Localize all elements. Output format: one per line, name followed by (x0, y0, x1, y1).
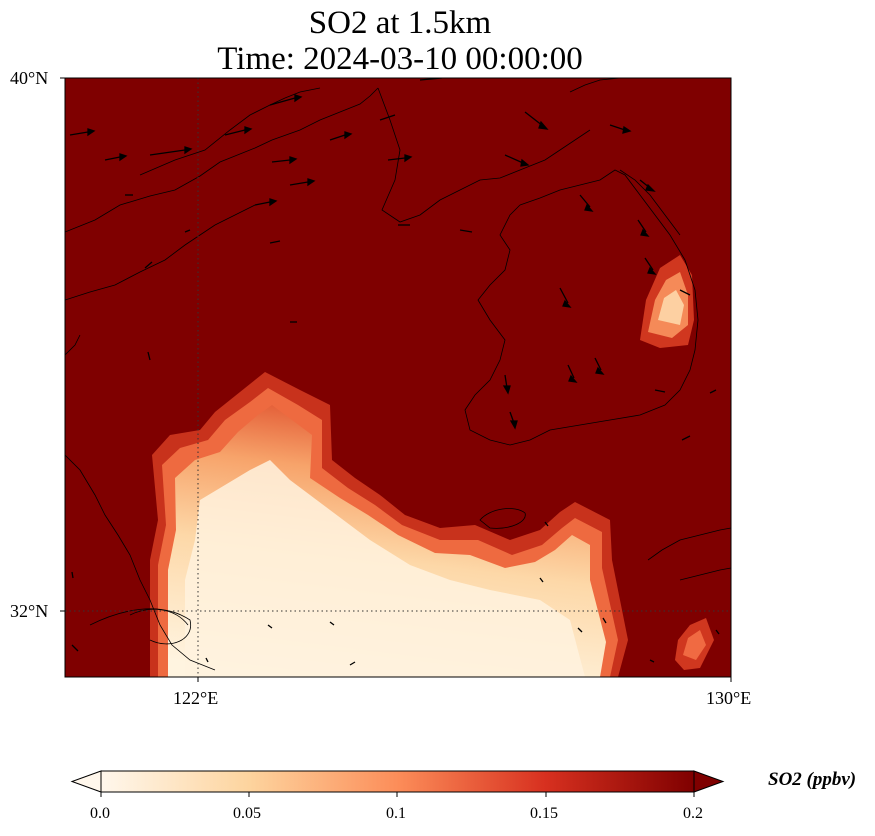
colorbar-label: SO2 (ppbv) (768, 769, 857, 790)
axis-tick-marks (60, 77, 732, 682)
map-title-line-2: Time: 2024-03-10 00:00:00 (217, 41, 583, 77)
lat-tick-32n: 32°N (10, 601, 49, 621)
colorbar-gradient (101, 771, 694, 792)
so2-plume-main (150, 372, 628, 677)
map-frame (64, 77, 732, 678)
so2-plume-korea (640, 255, 694, 348)
wind-vectors (69, 78, 720, 666)
map-title-line-1: SO2 at 1.5km (308, 5, 492, 41)
colorbar-tick-label: 0.05 (233, 805, 261, 822)
colorbar-tick-label: 0.1 (386, 805, 406, 822)
so2-plume-southeast (675, 618, 714, 670)
colorbar-tick-label: 0.15 (530, 805, 558, 822)
colorbar-extend-max (693, 770, 725, 793)
colorbar-tick-label: 0.0 (90, 805, 110, 822)
colorbar (70, 770, 725, 797)
lon-tick-130e: 130°E (706, 688, 752, 708)
map-panel (65, 78, 731, 677)
coastlines (65, 78, 731, 671)
lon-tick-122e: 122°E (173, 688, 219, 708)
gridlines (65, 78, 731, 677)
colorbar-tick-label: 0.2 (683, 805, 703, 822)
lat-tick-40n: 40°N (10, 68, 49, 88)
colorbar-extend-min (70, 770, 102, 793)
